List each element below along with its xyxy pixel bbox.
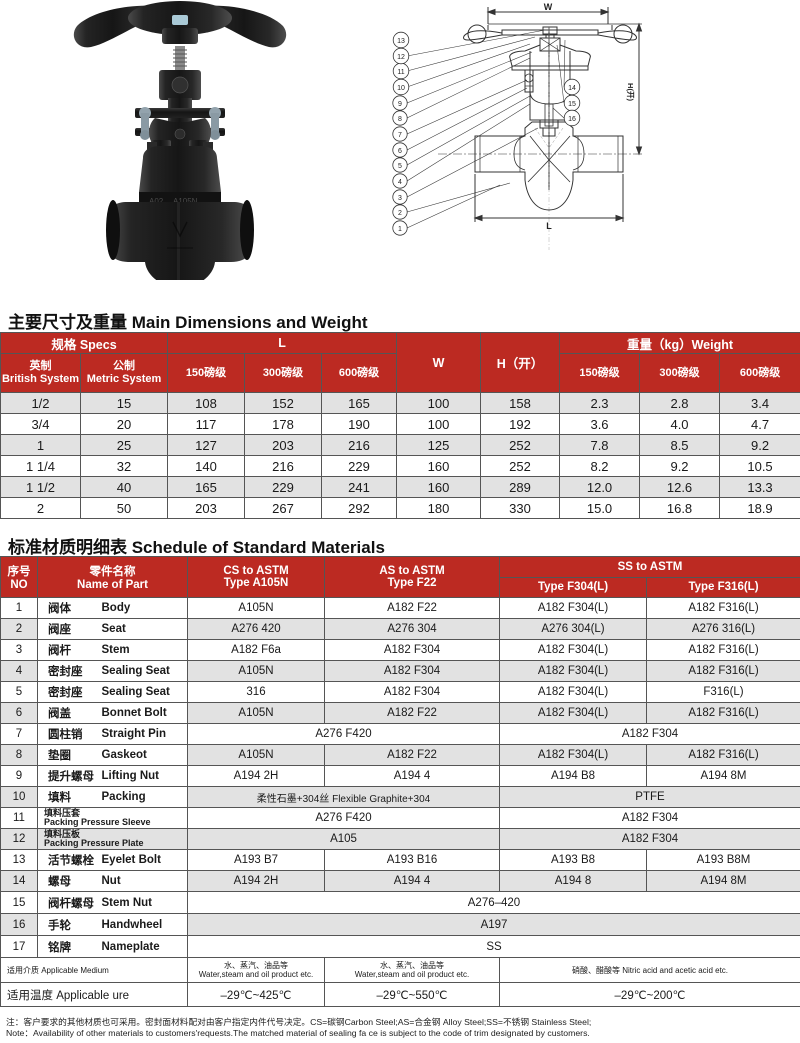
svg-text:16: 16 [568,116,576,123]
svg-text:7: 7 [398,132,402,139]
svg-text:9: 9 [398,101,402,108]
svg-text:13: 13 [397,38,405,45]
svg-text:4: 4 [398,179,402,186]
svg-text:H(开): H(开) [626,83,635,101]
svg-text:11: 11 [397,69,404,76]
svg-text:L: L [546,221,552,231]
svg-text:3: 3 [398,195,402,202]
svg-text:8: 8 [398,116,402,123]
svg-text:10: 10 [397,85,405,92]
svg-text:15: 15 [568,101,576,108]
svg-text:14: 14 [568,85,576,92]
svg-text:12: 12 [397,54,405,61]
svg-text:W: W [544,2,553,12]
svg-text:2: 2 [398,210,402,217]
svg-text:6: 6 [398,148,402,155]
svg-text:1: 1 [398,226,402,233]
svg-text:5: 5 [398,163,402,170]
